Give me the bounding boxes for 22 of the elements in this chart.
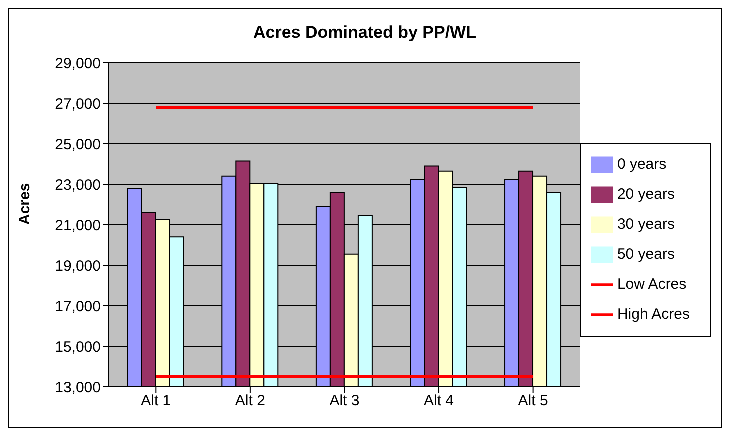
legend-label: 50 years — [617, 246, 675, 263]
legend-label: 30 years — [617, 216, 675, 233]
x-tick-label: Alt 1 — [141, 392, 172, 410]
y-tick-label: 17,000 — [55, 298, 101, 316]
y-tick-label: 13,000 — [55, 379, 101, 396]
x-tick-label: Alt 4 — [424, 392, 454, 410]
y-tick-label: 27,000 — [55, 96, 101, 113]
y-axis-title: Acres — [16, 183, 34, 225]
x-tick-label: Alt 2 — [235, 392, 266, 410]
chart-title: Acres Dominated by PP/WL — [252, 22, 478, 44]
y-tick-label: 15,000 — [55, 338, 101, 356]
legend-label: High Acres — [617, 306, 690, 323]
legend-label: 20 years — [617, 186, 675, 203]
y-tick-label: 21,000 — [55, 217, 101, 234]
y-tick-label: 29,000 — [55, 55, 101, 72]
y-tick-label: 23,000 — [55, 176, 101, 194]
x-tick-label: Alt 3 — [330, 392, 360, 410]
x-tick-label: Alt 5 — [518, 392, 548, 410]
y-tick-label: 19,000 — [55, 258, 101, 275]
y-tick-label: 25,000 — [55, 136, 101, 154]
legend-label: Low Acres — [617, 276, 687, 293]
legend-label: 0 years — [617, 156, 667, 173]
